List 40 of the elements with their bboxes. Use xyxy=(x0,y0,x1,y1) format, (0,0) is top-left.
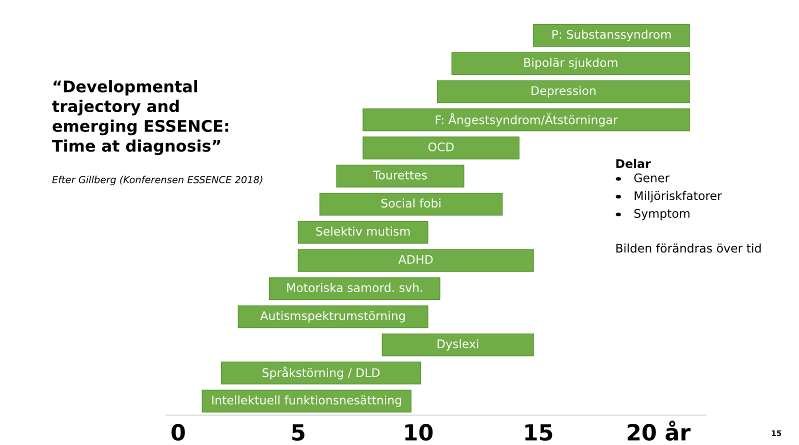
bar xyxy=(533,24,690,47)
annotation: Symptom xyxy=(634,208,690,220)
bar xyxy=(336,164,464,188)
annotation: Bilden förändras över tid xyxy=(616,243,761,253)
bar xyxy=(319,192,503,216)
bar xyxy=(382,333,534,356)
x-tick-label: 20 år xyxy=(628,420,691,441)
y-tick-label: Autismspektrumstörning xyxy=(260,311,405,322)
bar xyxy=(362,108,690,132)
y-tick-label: P: Substanssyndrom xyxy=(552,30,671,42)
text: “Developmental trajectory and emerging ESSENCE: Time at diagnosis” xyxy=(52,80,228,156)
annotation: Delar xyxy=(616,158,651,168)
bar xyxy=(202,390,412,413)
text: Efter Gillberg (Konferensen ESSENCE 2018) xyxy=(52,176,262,186)
y-tick-label: Selektiv mutism xyxy=(316,226,410,236)
bar xyxy=(238,305,428,328)
x-tick-label: 5 xyxy=(292,424,304,441)
y-tick-label: ADHD xyxy=(398,255,433,264)
bar xyxy=(220,362,422,384)
x-tick-label: 15 xyxy=(525,424,552,441)
y-tick-label: Motoriska samord. svh. xyxy=(287,282,422,292)
y-tick-label: Språkstörning / DLD xyxy=(262,366,380,380)
y-tick-label: Bipolär sjukdom xyxy=(524,58,618,70)
y-tick-label: Depression xyxy=(532,86,596,98)
y-tick-label: Dyslexi xyxy=(438,339,478,351)
bar xyxy=(451,52,690,75)
x-tick-label: 10 xyxy=(405,424,433,441)
y-tick-label: OCD xyxy=(428,142,454,152)
x-tick-label: 0 xyxy=(172,424,185,441)
bar xyxy=(362,136,520,160)
y-tick-label: Social fobi xyxy=(381,198,440,208)
bar xyxy=(437,80,690,104)
bar xyxy=(298,220,428,244)
annotation: Gener xyxy=(634,173,670,182)
y-tick-label: F: Ångestsyndrom/Ätstörningar xyxy=(436,113,618,127)
bar xyxy=(298,249,534,272)
bar xyxy=(268,277,440,300)
y-tick-label: Tourettes xyxy=(372,170,427,180)
annotation: Miljöriskfatorer xyxy=(634,190,722,202)
y-tick-label: Intellektuell funktionsnesättning xyxy=(212,395,402,407)
